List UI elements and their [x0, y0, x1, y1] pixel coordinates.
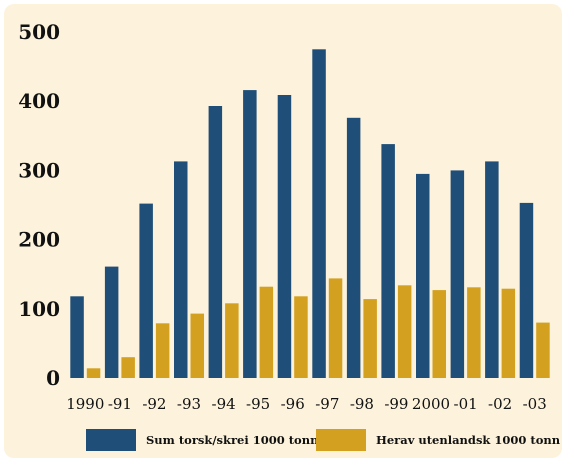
y-tick-label-1: 100 [18, 297, 60, 321]
bar-foreign-98 [363, 299, 377, 378]
y-tick-label-4: 400 [18, 89, 60, 113]
bar-sum-95 [243, 90, 257, 378]
x-tick-label-12: -02 [488, 395, 512, 413]
legend-swatch-sum [86, 429, 136, 451]
bar-sum-1990 [70, 296, 84, 378]
x-tick-label-6: -96 [281, 395, 305, 413]
bar-sum-91 [104, 266, 119, 378]
x-tick-label-8: -98 [350, 395, 374, 413]
bar-sum-99 [381, 144, 395, 378]
bar-sum-96 [277, 95, 292, 378]
legend-swatch-foreign [316, 429, 366, 451]
bar-sum-97 [312, 49, 326, 379]
bar-sum-03 [519, 202, 534, 378]
legend-label-foreign: Herav utenlandsk 1000 tonn [376, 433, 561, 447]
bar-foreign-01 [467, 287, 481, 378]
bar-foreign-97 [328, 278, 343, 378]
bars [70, 49, 550, 379]
bar-sum-2000 [416, 173, 430, 378]
y-tick-label-2: 200 [18, 228, 60, 252]
legend-item-foreign: Herav utenlandsk 1000 tonn [316, 428, 560, 452]
bar-sum-98 [346, 117, 361, 379]
x-tick-label-3: -93 [177, 395, 201, 413]
legend-item-sum: Sum torsk/skrei 1000 tonn [86, 428, 318, 452]
x-tick-label-0: 1990 [66, 395, 104, 413]
bar-foreign-02 [501, 288, 516, 378]
bar-foreign-93 [190, 313, 204, 378]
bar-foreign-94 [225, 303, 239, 378]
x-tick-label-1: -91 [108, 395, 132, 413]
bar-sum-02 [485, 161, 499, 378]
x-tick-label-13: -03 [523, 395, 547, 413]
legend: Sum torsk/skrei 1000 tonn Herav utenland… [0, 420, 568, 452]
bar-sum-93 [174, 161, 188, 378]
bar-foreign-96 [294, 296, 308, 378]
x-tick-label-2: -92 [142, 395, 166, 413]
bar-foreign-03 [536, 322, 550, 378]
bar-foreign-1990 [86, 368, 101, 378]
bar-foreign-95 [259, 286, 274, 378]
y-tick-label-0: 0 [46, 366, 60, 390]
x-tick-label-11: -01 [454, 395, 478, 413]
x-tick-label-4: -94 [212, 395, 236, 413]
bar-foreign-99 [397, 285, 412, 378]
y-axis: 0 100 200 300 400 500 [18, 20, 60, 390]
x-tick-label-5: -95 [246, 395, 270, 413]
x-axis: 1990 -91 -92 -93 -94 -95 -96 -97 -98 -99 2000 -01 -0… [66, 395, 547, 413]
bar-foreign-92 [155, 323, 170, 378]
legend-label-sum: Sum torsk/skrei 1000 tonn [146, 433, 319, 447]
bar-sum-94 [208, 106, 223, 378]
x-tick-label-7: -97 [315, 395, 339, 413]
y-tick-label-5: 500 [18, 20, 60, 44]
bar-sum-92 [139, 203, 153, 378]
x-tick-label-9: -99 [384, 395, 408, 413]
x-tick-label-10: 2000 [412, 395, 450, 413]
y-tick-label-3: 300 [18, 158, 60, 182]
bar-sum-01 [450, 170, 465, 378]
bar-foreign-2000 [432, 290, 446, 378]
bar-foreign-91 [121, 357, 135, 378]
